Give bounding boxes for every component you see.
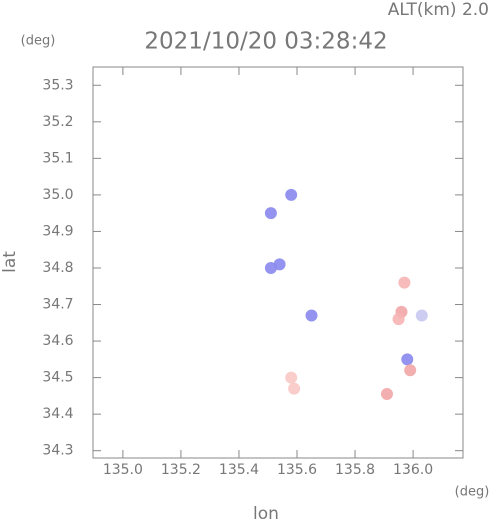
chart-subtitle: ALT(km) 2.0: [388, 0, 489, 20]
x-tick-label: 135.2: [161, 462, 201, 478]
y-tick-label: 35.0: [42, 187, 73, 203]
echo-point: [415, 309, 428, 322]
y-tick-label: 34.7: [42, 297, 73, 313]
echo-point: [401, 353, 414, 366]
chart-title: 2021/10/20 03:28:42: [144, 29, 387, 55]
x-axis-label: lon: [253, 504, 279, 521]
echo-point: [285, 188, 298, 201]
y-unit: (deg): [21, 34, 56, 49]
y-tick-label: 34.6: [42, 333, 73, 349]
echo-point: [392, 313, 405, 326]
echo-point: [264, 207, 277, 220]
plot-frame: [92, 66, 464, 459]
echo-point: [404, 364, 417, 377]
echo-point: [398, 276, 411, 289]
x-tick-label: 135.8: [335, 462, 375, 478]
y-tick-label: 35.1: [42, 150, 73, 166]
y-tick-label: 35.2: [42, 114, 73, 130]
y-tick-label: 34.4: [42, 406, 73, 422]
y-tick-label: 34.3: [42, 443, 73, 459]
y-tick-label: 34.9: [42, 223, 73, 239]
echo-point: [273, 258, 286, 271]
y-tick-label: 34.8: [42, 260, 73, 276]
y-tick-label: 34.5: [42, 370, 73, 386]
echo-point: [288, 382, 301, 395]
x-unit: (deg): [455, 485, 490, 500]
x-tick-label: 135.6: [277, 462, 317, 478]
echo-point: [380, 388, 393, 401]
x-tick-label: 136.0: [393, 462, 433, 478]
y-axis-label: lat: [0, 251, 20, 273]
echo-point: [285, 371, 298, 384]
x-tick-label: 135.4: [219, 462, 259, 478]
y-tick-label: 35.3: [42, 77, 73, 93]
x-tick-label: 135.0: [103, 462, 143, 478]
echo-point: [305, 309, 318, 322]
